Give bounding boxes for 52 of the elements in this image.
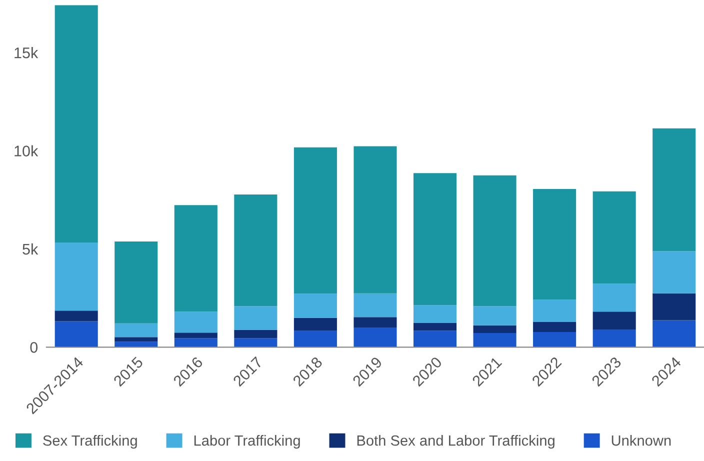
y-tick-label: 0 — [30, 342, 38, 353]
legend-label: Unknown — [612, 435, 671, 446]
bar — [473, 306, 516, 326]
bar — [533, 332, 576, 348]
bar — [114, 337, 158, 342]
y-tick-label: 10k — [14, 145, 38, 156]
bar — [354, 293, 397, 318]
bar — [592, 312, 636, 330]
legend-label: Labor Trafficking — [194, 435, 300, 449]
bar — [473, 175, 516, 306]
bar — [533, 322, 576, 332]
bar — [174, 332, 218, 338]
bar — [533, 300, 576, 322]
bar — [652, 320, 696, 348]
bar — [294, 294, 337, 318]
bar — [294, 147, 337, 294]
bar — [533, 189, 576, 300]
bar — [234, 194, 278, 306]
bar — [174, 338, 218, 348]
legend-label: Both Sex and Labor Trafficking — [357, 435, 554, 449]
bar — [473, 332, 516, 348]
bar — [413, 322, 457, 331]
bar — [174, 312, 218, 333]
legend-label: Sex Trafficking — [43, 435, 137, 449]
bar — [54, 321, 98, 348]
bar — [114, 342, 158, 348]
y-tick-label: 15k — [14, 47, 38, 58]
bar — [174, 205, 218, 312]
bar — [114, 323, 158, 338]
bar — [354, 328, 397, 348]
bar — [54, 242, 98, 311]
bar — [114, 241, 158, 324]
bar — [234, 330, 278, 338]
bar — [234, 306, 278, 330]
bar — [354, 146, 397, 294]
y-tick-label: 5k — [22, 243, 38, 255]
bar — [592, 191, 636, 284]
bar — [592, 284, 636, 312]
bar — [413, 173, 457, 306]
bar — [473, 325, 516, 333]
bar — [54, 5, 98, 242]
bar — [294, 318, 337, 331]
bar — [354, 317, 397, 328]
bar — [652, 251, 696, 294]
bar — [592, 330, 636, 348]
bar — [234, 338, 278, 348]
bar — [652, 293, 696, 320]
bar — [413, 305, 457, 323]
bar — [54, 310, 98, 322]
bar — [413, 330, 457, 348]
bar — [294, 330, 337, 348]
bar — [652, 128, 696, 252]
